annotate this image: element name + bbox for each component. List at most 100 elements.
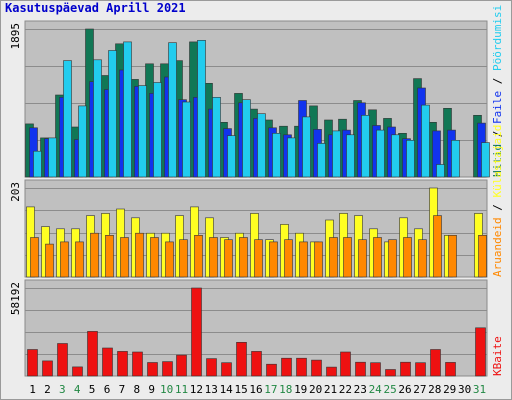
x-tick-day-17: 17 xyxy=(264,383,277,396)
bar-kbaite-day-9 xyxy=(147,362,158,377)
bar-p-rdumisi-day-31 xyxy=(481,142,490,178)
bar-p-rdumisi-day-22 xyxy=(346,134,355,178)
bar-aruandeid-day-26 xyxy=(403,237,412,278)
bar-kbaite-day-17 xyxy=(266,363,277,377)
bar-kbaite-day-27 xyxy=(415,362,426,377)
x-tick-day-24: 24 xyxy=(369,383,383,396)
x-tick-day-25: 25 xyxy=(383,383,396,396)
x-tick-day-28: 28 xyxy=(428,383,441,396)
x-tick-day-5: 5 xyxy=(89,383,96,396)
y-max-label: 203 xyxy=(9,182,22,202)
bar-kbaite-day-21 xyxy=(326,366,337,377)
bar-aruandeid-day-29 xyxy=(448,235,457,278)
right-axis-labels: Aruandeid / Külastajaid xyxy=(491,125,504,277)
legend-p-rdumisi: Pöördumisi xyxy=(491,5,504,71)
x-tick-day-29: 29 xyxy=(443,383,456,396)
bar-p-rdumisi-day-16 xyxy=(257,113,266,178)
x-tick-day-3: 3 xyxy=(59,383,66,396)
bar-kbaite-day-2 xyxy=(42,360,53,377)
bar-p-rdumisi-day-13 xyxy=(212,97,221,178)
bar-aruandeid-day-9 xyxy=(150,237,159,278)
x-tick-day-19: 19 xyxy=(294,383,307,396)
x-tick-day-30: 30 xyxy=(458,383,471,396)
bar-aruandeid-day-31 xyxy=(478,235,487,278)
panel-2: 203 Aruandeid / Külastajaid xyxy=(9,125,504,278)
bar-kbaite-day-15 xyxy=(236,341,247,377)
bar-aruandeid-day-16 xyxy=(254,239,263,278)
x-tick-day-20: 20 xyxy=(309,383,322,396)
bar-p-rdumisi-day-19 xyxy=(302,116,311,178)
x-tick-day-9: 9 xyxy=(148,383,155,396)
bar-kbaite-day-7 xyxy=(117,351,128,377)
bar-kbaite-day-25 xyxy=(385,369,396,377)
bar-p-rdumisi-day-24 xyxy=(376,129,385,178)
bar-aruandeid-day-23 xyxy=(358,239,367,278)
bar-p-rdumisi-day-12 xyxy=(197,39,206,178)
bar-p-rdumisi-day-25 xyxy=(391,134,400,178)
bar-kbaite-day-31 xyxy=(475,327,486,377)
x-tick-day-1: 1 xyxy=(29,383,36,396)
bar-kbaite-day-29 xyxy=(445,362,456,377)
bar-p-rdumisi-day-17 xyxy=(272,133,281,178)
bar-kbaite-day-22 xyxy=(340,351,351,377)
bar-kbaite-day-18 xyxy=(281,357,292,377)
bar-aruandeid-day-18 xyxy=(284,239,293,278)
x-tick-day-23: 23 xyxy=(354,383,367,396)
bar-p-rdumisi-day-23 xyxy=(361,115,370,178)
legend-hitid: Hitid xyxy=(491,144,504,177)
x-tick-day-22: 22 xyxy=(339,383,352,396)
bar-aruandeid-day-7 xyxy=(120,237,129,278)
bar-p-rdumisi-day-10 xyxy=(168,42,177,178)
bar-p-rdumisi-day-20 xyxy=(317,143,326,178)
bar-aruandeid-day-4 xyxy=(75,241,84,278)
bar-p-rdumisi-day-18 xyxy=(287,137,296,178)
bar-kbaite-day-11 xyxy=(176,354,187,377)
bar-aruandeid-day-12 xyxy=(194,235,203,278)
x-tick-day-13: 13 xyxy=(205,383,218,396)
bar-kbaite-day-23 xyxy=(355,361,366,377)
bar-p-rdumisi-day-11 xyxy=(182,101,191,178)
bar-p-rdumisi-day-21 xyxy=(332,130,341,178)
bar-aruandeid-day-25 xyxy=(388,239,397,278)
x-tick-day-31: 31 xyxy=(473,383,486,396)
x-tick-day-6: 6 xyxy=(104,383,111,396)
legend-aruandeid: Aruandeid xyxy=(491,217,504,277)
bar-p-rdumisi-day-2 xyxy=(48,137,57,178)
x-tick-day-26: 26 xyxy=(398,383,411,396)
bar-p-rdumisi-day-8 xyxy=(138,85,147,178)
y-max-label: 58192 xyxy=(9,282,22,315)
bar-aruandeid-day-24 xyxy=(373,237,382,278)
bar-p-rdumisi-day-29 xyxy=(451,140,460,178)
bar-p-rdumisi-day-1 xyxy=(33,150,42,178)
x-tick-day-7: 7 xyxy=(119,383,126,396)
x-tick-day-27: 27 xyxy=(413,383,426,396)
x-tick-day-4: 4 xyxy=(74,383,81,396)
label-separator: / xyxy=(491,71,504,91)
bar-aruandeid-day-28 xyxy=(433,215,442,278)
x-tick-day-15: 15 xyxy=(234,383,247,396)
bar-p-rdumisi-day-27 xyxy=(421,104,430,178)
legend-faile: Faile xyxy=(491,91,504,124)
bar-kbaite-day-24 xyxy=(370,362,381,377)
chart-panels: 1895 Hitid / Faile / Pöördumisi 203 Aruande… xyxy=(9,5,504,377)
bar-aruandeid-day-27 xyxy=(418,239,427,278)
bar-aruandeid-day-10 xyxy=(165,241,174,278)
bar-p-rdumisi-day-7 xyxy=(123,41,132,178)
bar-aruandeid-day-21 xyxy=(329,237,338,278)
bar-aruandeid-day-8 xyxy=(135,232,144,278)
bar-p-rdumisi-day-4 xyxy=(78,105,87,178)
bar-p-rdumisi-day-3 xyxy=(63,60,72,178)
bar-kbaite-day-8 xyxy=(132,351,143,377)
bar-kbaite-day-13 xyxy=(206,358,217,377)
bar-aruandeid-day-19 xyxy=(299,241,308,278)
bar-aruandeid-day-17 xyxy=(269,241,278,278)
chart-title: Kasutuspäevad Aprill 2021 xyxy=(5,1,186,15)
x-axis-ticks: 1 2 3 4 5 6 7 8 9 10 11 12 13 14 15 16 17 18 19 20 21 22 23 24 2… xyxy=(29,383,486,396)
bar-p-rdumisi-day-28 xyxy=(436,164,445,178)
bar-p-rdumisi-day-5 xyxy=(93,59,102,178)
bar-aruandeid-day-20 xyxy=(314,241,323,278)
x-tick-day-11: 11 xyxy=(175,383,188,396)
bar-aruandeid-day-11 xyxy=(179,239,188,278)
x-tick-day-14: 14 xyxy=(220,383,234,396)
bar-kbaite-day-16 xyxy=(251,351,262,377)
